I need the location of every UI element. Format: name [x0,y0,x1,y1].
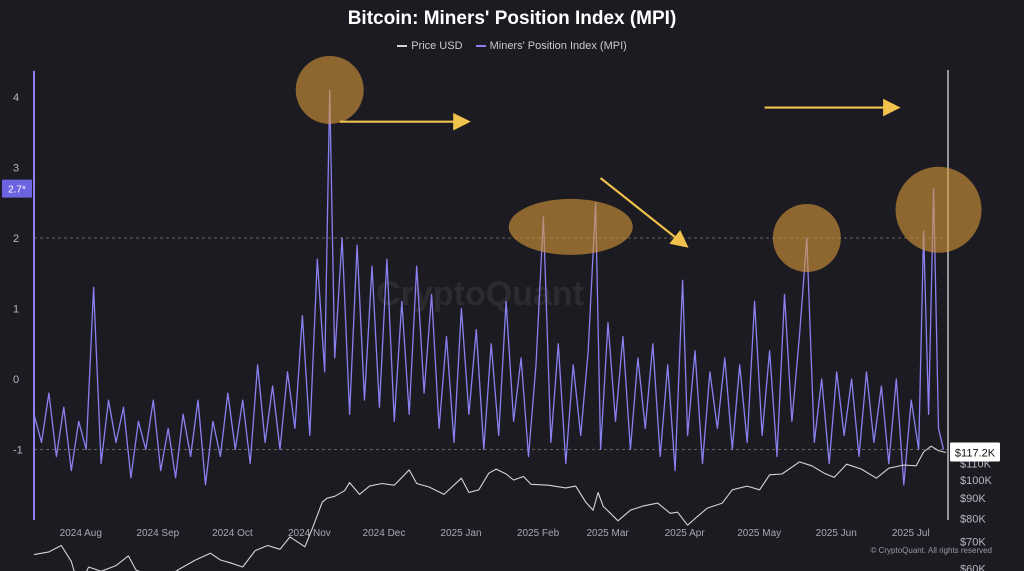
legend-entry-mpi[interactable]: Miners' Position Index (MPI) [475,40,627,52]
y-right-tick-label: $60K [960,563,986,571]
chart-title: Bitcoin: Miners' Position Index (MPI) [347,8,677,29]
y-left-tick-label: 4 [13,92,19,104]
legend-entry-price[interactable]: Price USD [397,40,463,52]
x-tick-label: 2024 Sep [136,528,179,539]
x-tick-label: 2025 Apr [665,528,706,539]
x-tick-label: 2024 Nov [288,528,331,539]
chart-watermark: CryptoQuant [376,275,584,313]
y-left-tick-label: -1 [13,445,23,457]
y-left-tick-label: 1 [13,304,19,316]
x-tick-label: 2025 Jan [440,528,481,539]
highlight-circle [772,204,841,272]
y-right-tick-label: $100K [960,475,992,487]
mpi-current-label: 2.7* [8,185,26,196]
y-right-tick-label: $80K [960,514,986,526]
legend-label-mpi: Miners' Position Index (MPI) [489,40,627,52]
x-tick-label: 2025 Jul [892,528,930,539]
y-right-tick-label: $90K [960,493,986,505]
y-left-tick-label: 0 [13,374,19,386]
x-tick-label: 2025 Mar [586,528,629,539]
x-tick-label: 2025 Jun [816,528,857,539]
legend-swatch-price [397,45,408,48]
x-tick-label: 2024 Aug [60,528,102,539]
x-tick-label: 2025 Feb [517,528,560,539]
highlight-circle [895,166,982,253]
copyright-credit: © CryptoQuant. All rights reserved [870,546,993,555]
highlight-circle [508,198,633,255]
series-line-mpi [33,89,945,486]
series-line-price [33,445,947,571]
legend-label-price: Price USD [411,40,463,52]
x-tick-label: 2025 May [737,528,781,539]
y-left-tick-label: 3 [13,163,19,175]
price-current-label: $117.2K [955,447,996,459]
x-tick-label: 2024 Oct [212,528,253,539]
y-left-tick-label: 2 [13,233,19,245]
chart-legend: Price USD Miners' Position Index (MPI) [0,40,1024,52]
annotation-arrow-1 [599,177,689,248]
price-current-badge [950,442,1000,462]
highlight-circle [295,55,364,124]
mpi-current-badge [2,179,32,198]
y-right-tick-label: $70K [960,537,986,549]
x-tick-label: 2024 Dec [363,528,406,539]
legend-swatch-mpi [475,45,486,48]
